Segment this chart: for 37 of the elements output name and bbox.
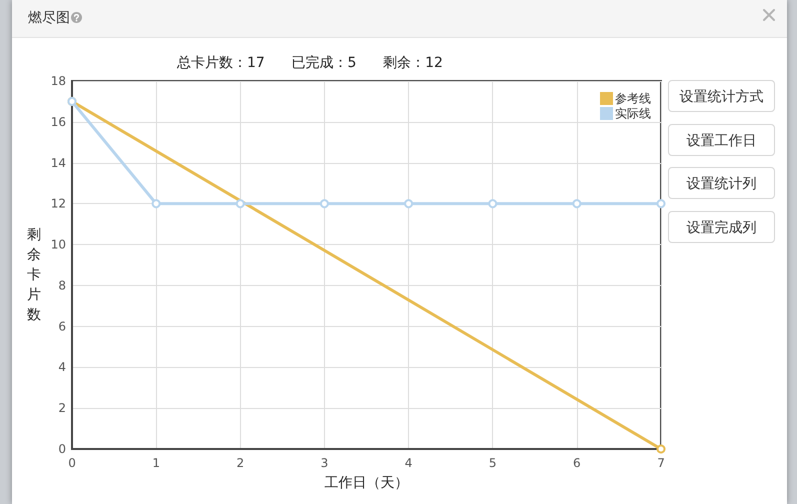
x-axis-title: 工作日（天）	[324, 474, 408, 492]
x-tick-label: 7	[657, 456, 665, 470]
button[interactable]: 设置统计方式	[668, 80, 775, 112]
point	[152, 199, 161, 208]
legend-label: 参考线	[615, 92, 651, 106]
chart-title: 燃尽图	[28, 9, 70, 27]
y-tick-label: 6	[58, 319, 66, 334]
point	[572, 199, 582, 208]
chart-subtitle: 总卡片数：17 已完成：5 剩余：12	[177, 54, 443, 72]
y-axis-title: 剩余卡片数	[27, 226, 42, 325]
button[interactable]: 设置完成列	[668, 211, 775, 244]
point	[656, 444, 666, 454]
y-tick-label: 12	[50, 196, 66, 211]
legend-label: 实际线	[615, 106, 651, 120]
x-tick-label: 3	[320, 456, 328, 470]
y-tick-label: 10	[50, 238, 66, 252]
y-tick-label: 2	[58, 401, 66, 416]
y-tick-label: 18	[50, 74, 66, 88]
button[interactable]: 设置统计列	[668, 167, 775, 200]
y-tick-label: 8	[58, 278, 66, 292]
y-tick-label: 0	[58, 442, 66, 456]
point	[236, 199, 245, 208]
x-tick-label: 4	[404, 456, 412, 470]
point	[320, 199, 329, 208]
y-tick-label: 16	[50, 114, 66, 129]
x-tick-label: 2	[236, 456, 244, 470]
point	[488, 199, 498, 208]
x-tick-label: 1	[152, 456, 160, 470]
x-tick-label: 5	[488, 456, 497, 470]
x-tick-label: 6	[573, 456, 581, 470]
y-tick-label: 14	[50, 156, 66, 170]
point	[404, 199, 414, 208]
y-tick-label: 4	[58, 360, 66, 374]
close-icon[interactable]	[763, 9, 775, 21]
button[interactable]: 设置工作日	[668, 124, 775, 156]
point	[656, 199, 666, 208]
x-tick-label: 0	[68, 456, 76, 470]
